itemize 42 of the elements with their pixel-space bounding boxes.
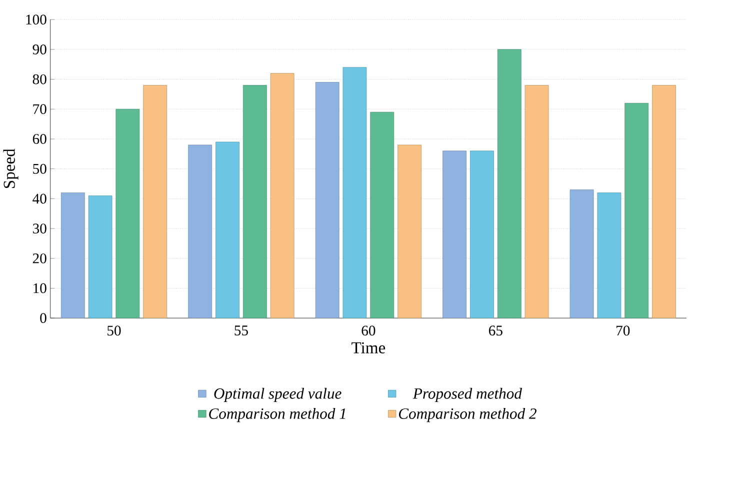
x-axis-title: Time [352, 342, 386, 354]
bar [570, 190, 594, 318]
bar [442, 150, 467, 318]
x-tick-label: 65 [488, 326, 502, 336]
y-tick-label: 20 [32, 254, 46, 264]
bar [88, 196, 112, 318]
bar [242, 85, 267, 318]
y-tick-label: 80 [32, 74, 46, 84]
bar [652, 85, 676, 318]
bar [188, 144, 212, 318]
y-tick-label: 40 [32, 194, 46, 204]
y-tick-label: 100 [26, 14, 46, 25]
bar [398, 144, 422, 318]
bar [270, 73, 294, 318]
bar [315, 82, 340, 318]
x-tick-label: 50 [108, 326, 121, 336]
y-axis-title: Speed [3, 148, 18, 188]
x-tick-label: 55 [234, 326, 248, 336]
y-tick-label: 10 [34, 283, 46, 294]
bar [116, 109, 140, 318]
bar [597, 192, 622, 318]
bar [342, 67, 367, 318]
y-tick-label: 0 [40, 313, 46, 324]
bar [216, 142, 240, 318]
legend-label: Optimal speed value [214, 388, 342, 402]
y-tick-label: 50 [33, 164, 46, 174]
y-tick-label: 30 [32, 224, 46, 234]
bar [370, 112, 394, 318]
y-tick-label: 70 [33, 104, 46, 114]
bar [143, 85, 168, 318]
bar [470, 150, 494, 318]
legend-label: Proposed method [412, 388, 522, 402]
bar [60, 192, 85, 318]
bar [624, 103, 649, 318]
bar [497, 49, 522, 318]
x-tick-label: 60 [362, 326, 376, 336]
x-tick-label: 70 [616, 326, 630, 336]
y-tick-label: 60 [32, 134, 46, 144]
legend-label: Comparison method 2 [398, 408, 536, 422]
bar [524, 85, 549, 318]
legend-label: Comparison method 1 [209, 408, 346, 422]
y-tick-label: 90 [32, 44, 46, 55]
